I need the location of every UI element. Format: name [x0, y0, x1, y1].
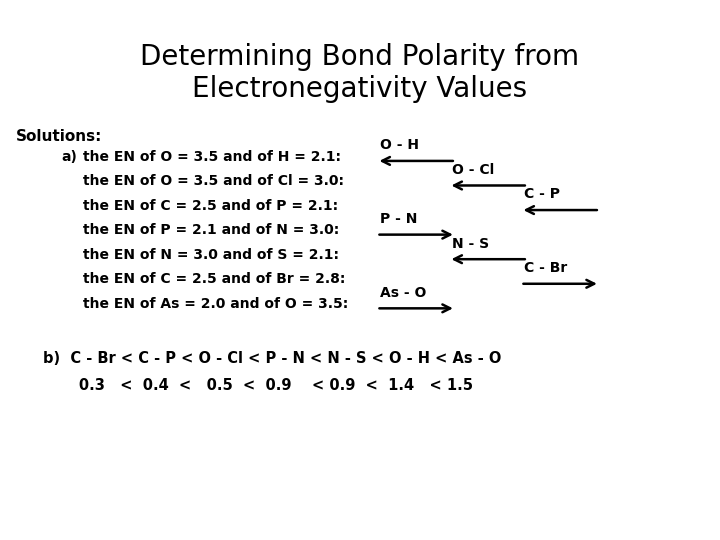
Text: 0.3   <  0.4  <   0.5  <  0.9    < 0.9  <  1.4   < 1.5: 0.3 < 0.4 < 0.5 < 0.9 < 0.9 < 1.4 < 1.5 [43, 378, 473, 393]
Text: Determining Bond Polarity from: Determining Bond Polarity from [140, 43, 580, 71]
Text: N - S: N - S [452, 237, 490, 251]
Text: b)  C - Br < C - P < O - Cl < P - N < N - S < O - H < As - O: b) C - Br < C - P < O - Cl < P - N < N -… [43, 351, 502, 366]
Text: a): a) [61, 150, 77, 164]
Text: the EN of P = 2.1 and of N = 3.0:: the EN of P = 2.1 and of N = 3.0: [83, 224, 339, 237]
Text: O - Cl: O - Cl [452, 163, 495, 177]
Text: the EN of C = 2.5 and of Br = 2.8:: the EN of C = 2.5 and of Br = 2.8: [83, 273, 345, 286]
Text: O - H: O - H [380, 138, 419, 152]
Text: Solutions:: Solutions: [16, 129, 102, 144]
Text: the EN of C = 2.5 and of P = 2.1:: the EN of C = 2.5 and of P = 2.1: [83, 199, 338, 213]
Text: the EN of As = 2.0 and of O = 3.5:: the EN of As = 2.0 and of O = 3.5: [83, 297, 348, 311]
Text: P - N: P - N [380, 212, 418, 226]
Text: the EN of N = 3.0 and of S = 2.1:: the EN of N = 3.0 and of S = 2.1: [83, 248, 339, 262]
Text: C - Br: C - Br [524, 261, 567, 275]
Text: the EN of O = 3.5 and of H = 2.1:: the EN of O = 3.5 and of H = 2.1: [83, 150, 341, 164]
Text: As - O: As - O [380, 286, 426, 300]
Text: the EN of O = 3.5 and of Cl = 3.0:: the EN of O = 3.5 and of Cl = 3.0: [83, 174, 344, 188]
Text: Electronegativity Values: Electronegativity Values [192, 75, 528, 103]
Text: C - P: C - P [524, 187, 560, 201]
